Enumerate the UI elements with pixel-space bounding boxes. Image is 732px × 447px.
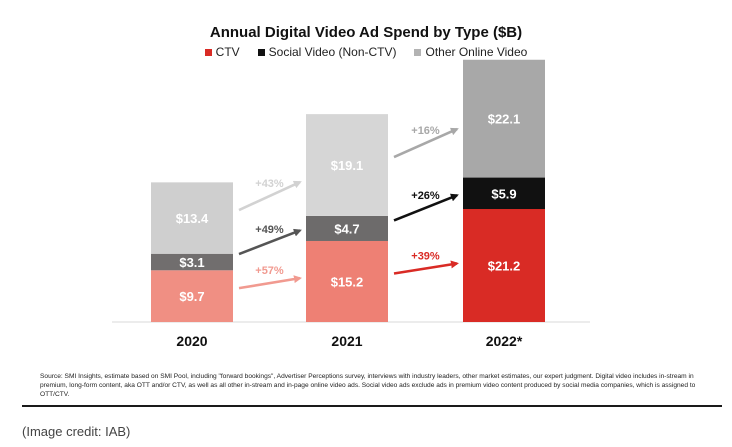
growth-arrow bbox=[393, 260, 459, 275]
legend-swatch-other-online-video bbox=[414, 48, 422, 56]
growth-label: +43% bbox=[255, 178, 284, 190]
x-tick-label: 2020 bbox=[176, 333, 207, 349]
legend-item-other-online-video: Other Online Video bbox=[414, 45, 527, 59]
bar-ctv-2020 bbox=[151, 270, 233, 322]
bar-social-video-non-ctv-2022 bbox=[463, 177, 545, 210]
chart-legend: CTV Social Video (Non-CTV) Other Online … bbox=[0, 45, 732, 59]
bar-ctv-2022 bbox=[463, 209, 545, 322]
growth-arrow bbox=[238, 275, 302, 290]
data-label: $22.1 bbox=[488, 112, 521, 127]
legend-label-ctv: CTV bbox=[215, 45, 240, 59]
chart-title: Annual Digital Video Ad Spend by Type ($… bbox=[209, 24, 523, 41]
growth-label: +26% bbox=[411, 190, 440, 202]
data-label: $3.1 bbox=[179, 255, 204, 270]
growth-label: +49% bbox=[255, 224, 284, 236]
growth-arrow bbox=[393, 127, 459, 159]
growth-arrow bbox=[393, 193, 459, 222]
data-label: $4.7 bbox=[334, 221, 359, 236]
legend-item-ctv: CTV bbox=[204, 45, 240, 59]
bar-ctv-2021 bbox=[306, 240, 388, 322]
image-credit: (Image credit: IAB) bbox=[22, 424, 131, 439]
bar-social-video-non-ctv-2020 bbox=[151, 253, 233, 271]
growth-arrow bbox=[238, 180, 302, 212]
legend-item-social-video: Social Video (Non-CTV) bbox=[257, 45, 397, 59]
legend-label-social-video: Social Video (Non-CTV) bbox=[268, 45, 397, 59]
growth-arrow bbox=[238, 228, 302, 256]
x-tick-label: 2021 bbox=[331, 333, 362, 349]
bar-other-online-video-2022 bbox=[463, 59, 545, 178]
data-label: $15.2 bbox=[331, 274, 364, 289]
legend-label-other-online-video: Other Online Video bbox=[425, 45, 528, 59]
legend-swatch-ctv bbox=[204, 48, 212, 56]
growth-label: +39% bbox=[411, 250, 440, 262]
source-note: Source: SMI Insights, estimate based on … bbox=[40, 373, 696, 398]
growth-label: +16% bbox=[411, 125, 440, 137]
legend-swatch-social-video bbox=[257, 48, 265, 56]
data-label: $9.7 bbox=[179, 289, 204, 304]
data-label: $19.1 bbox=[331, 158, 364, 173]
bar-other-online-video-2021 bbox=[306, 114, 388, 216]
growth-label: +57% bbox=[255, 265, 284, 277]
divider bbox=[22, 405, 722, 407]
bar-other-online-video-2020 bbox=[151, 182, 233, 254]
bar-social-video-non-ctv-2021 bbox=[306, 215, 388, 241]
x-tick-label: 2022* bbox=[486, 333, 523, 349]
data-label: $5.9 bbox=[491, 186, 516, 201]
data-label: $21.2 bbox=[488, 259, 521, 274]
data-label: $13.4 bbox=[176, 211, 209, 226]
